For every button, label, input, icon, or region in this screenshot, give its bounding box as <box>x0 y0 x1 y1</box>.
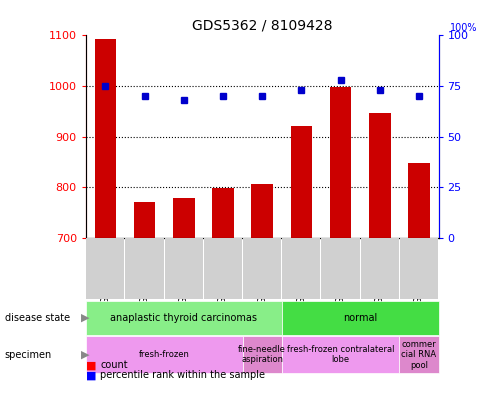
Text: normal: normal <box>343 313 377 323</box>
Text: count: count <box>100 360 128 371</box>
Bar <box>291 127 312 238</box>
Bar <box>251 184 273 238</box>
Bar <box>173 198 195 238</box>
Text: percentile rank within the sample: percentile rank within the sample <box>100 370 266 380</box>
Bar <box>408 163 430 238</box>
Bar <box>95 39 116 238</box>
Text: fine-needle
aspiration: fine-needle aspiration <box>238 345 286 364</box>
Bar <box>212 188 234 238</box>
Text: ▶: ▶ <box>81 313 89 323</box>
Text: ■: ■ <box>86 370 96 380</box>
Text: 100%: 100% <box>450 22 477 33</box>
Text: disease state: disease state <box>5 313 70 323</box>
Text: fresh-frozen contralateral
lobe: fresh-frozen contralateral lobe <box>287 345 394 364</box>
Bar <box>369 113 391 238</box>
Bar <box>330 87 351 238</box>
Text: fresh-frozen: fresh-frozen <box>139 350 190 359</box>
Text: specimen: specimen <box>5 350 52 360</box>
Text: anaplastic thyroid carcinomas: anaplastic thyroid carcinomas <box>110 313 257 323</box>
Bar <box>134 202 155 238</box>
Text: commer
cial RNA
pool: commer cial RNA pool <box>401 340 437 369</box>
Text: ■: ■ <box>86 360 96 371</box>
Title: GDS5362 / 8109428: GDS5362 / 8109428 <box>192 19 332 33</box>
Text: ▶: ▶ <box>81 350 89 360</box>
